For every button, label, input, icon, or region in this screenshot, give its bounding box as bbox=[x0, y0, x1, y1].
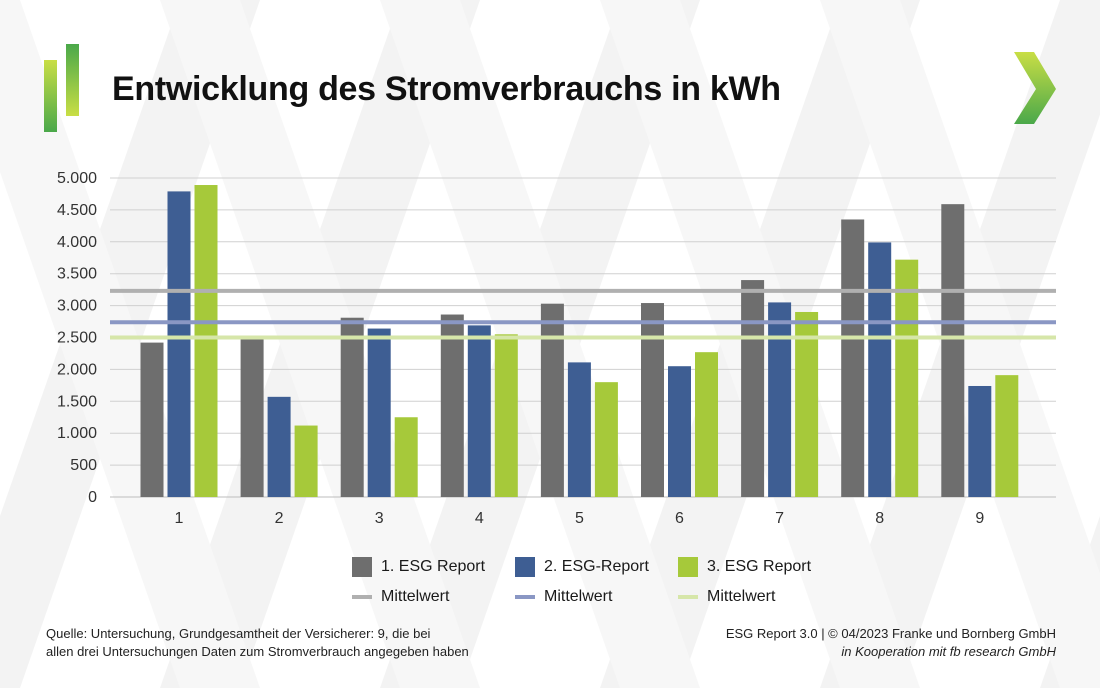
source-line-1: Quelle: Untersuchung, Grundgesamtheit de… bbox=[46, 626, 431, 641]
chart-title: Entwicklung des Stromverbrauchs in kWh bbox=[112, 70, 781, 108]
bar bbox=[594, 382, 618, 497]
bar bbox=[695, 352, 718, 497]
bar bbox=[367, 328, 391, 497]
legend-item-report1: 1. ESG Report bbox=[352, 557, 515, 577]
y-tick-label: 2.500 bbox=[57, 330, 97, 347]
x-tick-label: 2 bbox=[275, 510, 284, 527]
x-tick-label: 8 bbox=[875, 510, 884, 527]
bar bbox=[194, 185, 218, 497]
bar bbox=[140, 342, 164, 497]
credit-line-2: in Kooperation mit fb research GmbH bbox=[841, 644, 1056, 659]
mean-lines bbox=[110, 288, 1056, 340]
legend: 1. ESG Report 2. ESG-Report 3. ESG Repor… bbox=[352, 557, 872, 607]
bar bbox=[795, 311, 819, 497]
bar bbox=[240, 339, 264, 497]
y-tick-label: 0 bbox=[88, 489, 97, 506]
y-tick-label: 5.000 bbox=[57, 170, 97, 187]
legend-line-mean3 bbox=[678, 595, 698, 599]
source-note: Quelle: Untersuchung, Grundgesamtheit de… bbox=[46, 625, 566, 661]
chevron-right-icon bbox=[1014, 52, 1056, 124]
credit-note: ESG Report 3.0 | © 04/2023 Franke und Bo… bbox=[636, 625, 1056, 661]
y-tick-label: 4.500 bbox=[57, 202, 97, 219]
legend-line-mean2 bbox=[515, 595, 535, 599]
bar bbox=[968, 385, 992, 497]
legend-label-report3: 3. ESG Report bbox=[707, 558, 812, 575]
bar bbox=[494, 334, 518, 497]
legend-item-mean1: Mittelwert bbox=[352, 587, 515, 607]
legend-label-mean1: Mittelwert bbox=[381, 588, 450, 605]
bar bbox=[768, 302, 792, 497]
legend-item-mean3: Mittelwert bbox=[678, 587, 858, 607]
y-tick-label: 4.000 bbox=[57, 234, 97, 251]
y-tick-label: 1.000 bbox=[57, 425, 97, 442]
x-tick-label: 3 bbox=[375, 510, 384, 527]
legend-label-report1: 1. ESG Report bbox=[381, 558, 486, 575]
bar bbox=[467, 325, 491, 497]
x-axis-categories: 1 2 3 4 5 6 7 8 9 bbox=[175, 510, 985, 527]
y-axis-ticks: 0 500 1.000 1.500 2.000 2.500 3.000 3.500 4.000 4… bbox=[57, 170, 97, 506]
x-tick-label: 7 bbox=[775, 510, 784, 527]
bar bbox=[668, 366, 691, 497]
x-tick-label: 9 bbox=[975, 510, 984, 527]
y-tick-label: 3.500 bbox=[57, 266, 97, 283]
bar bbox=[294, 425, 318, 497]
source-line-2: allen drei Untersuchungen Daten zum Stro… bbox=[46, 644, 469, 659]
y-tick-label: 2.000 bbox=[57, 361, 97, 378]
bar bbox=[567, 362, 591, 497]
legend-item-report3: 3. ESG Report bbox=[678, 557, 858, 577]
legend-label-report2: 2. ESG-Report bbox=[544, 558, 649, 575]
legend-label-mean3: Mittelwert bbox=[707, 588, 776, 605]
y-tick-label: 1.500 bbox=[57, 393, 97, 410]
bar bbox=[841, 219, 865, 497]
x-tick-label: 6 bbox=[675, 510, 684, 527]
logo-bars-icon-right bbox=[66, 44, 79, 116]
x-tick-label: 1 bbox=[175, 510, 184, 527]
bar bbox=[440, 314, 464, 497]
bar bbox=[995, 375, 1019, 497]
y-tick-label: 3.000 bbox=[57, 298, 97, 315]
bar bbox=[641, 303, 664, 497]
legend-item-report2: 2. ESG-Report bbox=[515, 557, 678, 577]
bar bbox=[394, 417, 418, 497]
bar bbox=[868, 242, 892, 497]
bar bbox=[540, 303, 564, 497]
bar bbox=[941, 204, 965, 497]
legend-swatch-report3 bbox=[678, 557, 698, 577]
legend-swatch-report2 bbox=[515, 557, 535, 577]
y-tick-label: 500 bbox=[70, 457, 97, 474]
bars bbox=[140, 185, 1019, 497]
bar bbox=[340, 317, 364, 497]
x-tick-label: 5 bbox=[575, 510, 584, 527]
bar bbox=[267, 396, 291, 497]
legend-line-mean1 bbox=[352, 595, 372, 599]
bar bbox=[895, 259, 919, 497]
credit-line-1: ESG Report 3.0 | © 04/2023 Franke und Bo… bbox=[725, 626, 1056, 641]
logo-bars-icon bbox=[44, 60, 57, 132]
x-tick-label: 4 bbox=[475, 510, 484, 527]
bar bbox=[741, 280, 765, 497]
legend-label-mean2: Mittelwert bbox=[544, 588, 613, 605]
legend-item-mean2: Mittelwert bbox=[515, 587, 678, 607]
bar bbox=[167, 191, 191, 497]
legend-swatch-report1 bbox=[352, 557, 372, 577]
